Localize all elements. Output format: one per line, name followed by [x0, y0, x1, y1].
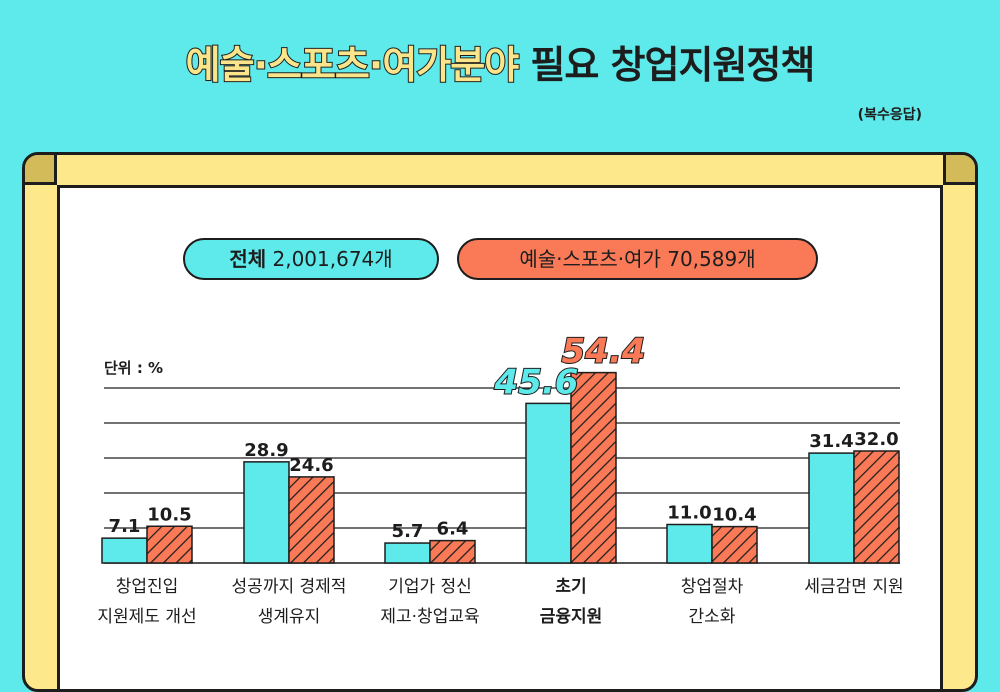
- category-label-line: 성공까지 경제적: [231, 577, 347, 597]
- value-label-arts-2: 6.4: [437, 519, 469, 540]
- multiple-response-note: (복수응답): [857, 107, 922, 123]
- category-label-line: 기업가 정신: [388, 577, 472, 597]
- chart-title: 예술·스포츠·여가분야 필요 창업지원정책: [0, 34, 1000, 89]
- category-label-line: 창업진입: [115, 577, 179, 597]
- value-label-arts-1: 24.6: [289, 455, 333, 476]
- value-label-total-1: 28.9: [244, 440, 288, 461]
- bar-arts-2: [429, 539, 476, 564]
- value-label-total-5: 31.4: [809, 431, 853, 452]
- bar-total-5: [808, 452, 855, 564]
- value-label-arts-5: 32.0: [854, 429, 898, 450]
- frame-corner-right: [943, 155, 975, 185]
- frame-corner-left: [25, 155, 57, 185]
- value-label-arts-3: 54.4: [562, 332, 646, 372]
- category-label-line: 생계유지: [257, 607, 321, 627]
- category-label-line: 창업절차: [680, 577, 744, 597]
- category-label-line: 세금감면 지원: [804, 577, 904, 597]
- value-label-arts-0: 10.5: [147, 504, 191, 525]
- value-label-total-2: 5.7: [392, 521, 424, 542]
- bar-arts-5: [853, 450, 900, 564]
- bar-arts-1: [288, 476, 335, 564]
- bar-arts-0: [146, 525, 193, 564]
- value-label-total-3: 45.6: [494, 362, 579, 402]
- category-label-line: 금융지원: [539, 607, 603, 627]
- legend-arts-count: 70,589개: [667, 247, 756, 271]
- legend-total-count: 2,001,674개: [272, 247, 393, 271]
- value-label-total-4: 11.0: [667, 503, 711, 524]
- legend-arts: 예술·스포츠·여가 70,589개: [457, 238, 818, 280]
- bar-total-4: [666, 523, 713, 564]
- bar-chart: 7.1 28.9 5.7 45.6 11.0 31.4 10.5 24.6 6.4 54.4 10.…: [101, 331, 900, 564]
- title-part2: 필요 창업지원정책: [530, 43, 815, 87]
- category-label-line: 제고·창업교육: [380, 607, 480, 627]
- bar-arts-3: [570, 371, 617, 564]
- legend-arts-label: 예술·스포츠·여가: [519, 247, 661, 271]
- bar-total-0: [101, 537, 148, 564]
- title-part1: 예술·스포츠·여가분야: [185, 42, 521, 88]
- legend-total-label: 전체: [229, 247, 267, 271]
- bar-arts-4: [711, 525, 758, 564]
- bar-total-3: [525, 402, 572, 564]
- value-label-total-0: 7.1: [109, 516, 141, 537]
- unit-label: 단위 : %: [104, 359, 164, 377]
- value-label-arts-4: 10.4: [712, 505, 756, 526]
- category-label-line: 지원제도 개선: [97, 607, 197, 627]
- legend-total: 전체 2,001,674개: [183, 238, 439, 280]
- bar-total-1: [243, 461, 290, 564]
- category-label-line: 초기: [555, 577, 587, 597]
- category-label-5: 세금감면 지원: [769, 572, 939, 602]
- bar-total-2: [384, 542, 431, 564]
- category-label-line: 간소화: [688, 607, 736, 627]
